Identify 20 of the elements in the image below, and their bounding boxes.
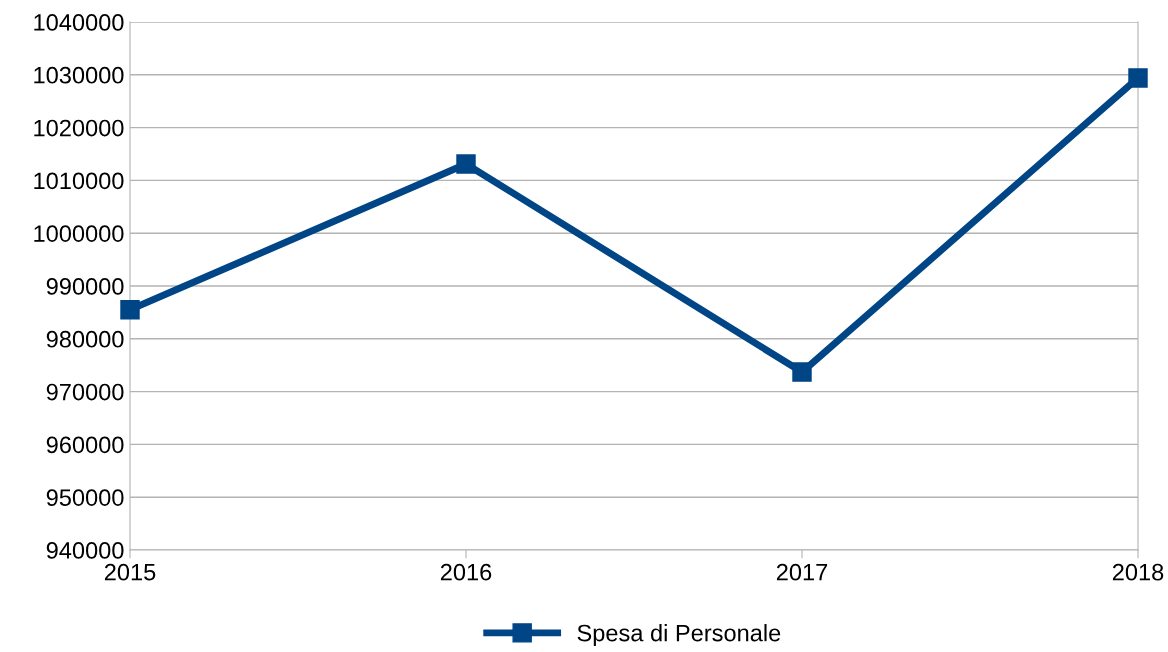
y-tick-label: 1000000 bbox=[34, 225, 124, 242]
legend-label: Spesa di Personale bbox=[577, 624, 781, 647]
point bbox=[120, 300, 140, 320]
x-tick-label: 2015 bbox=[104, 563, 156, 581]
point bbox=[456, 154, 476, 174]
y-tick-label: 1020000 bbox=[34, 119, 124, 137]
point bbox=[1128, 68, 1148, 88]
x-tick-label: 2016 bbox=[440, 563, 492, 581]
y-tick-label: 1010000 bbox=[34, 172, 124, 190]
x-tick-label: 2018 bbox=[1112, 563, 1164, 581]
y-tick-label: 990000 bbox=[46, 278, 124, 295]
y-tick-label: 970000 bbox=[46, 383, 124, 401]
x-tick-label: 2017 bbox=[776, 563, 828, 581]
point bbox=[792, 362, 812, 382]
y-tick-label: 960000 bbox=[46, 436, 124, 454]
y-tick-label: 980000 bbox=[46, 330, 124, 348]
y-tick-label: 950000 bbox=[46, 489, 124, 506]
y-tick-label: 1030000 bbox=[34, 66, 124, 84]
y-tick-label: 1040000 bbox=[34, 14, 124, 31]
y-tick-label: 940000 bbox=[46, 542, 124, 559]
